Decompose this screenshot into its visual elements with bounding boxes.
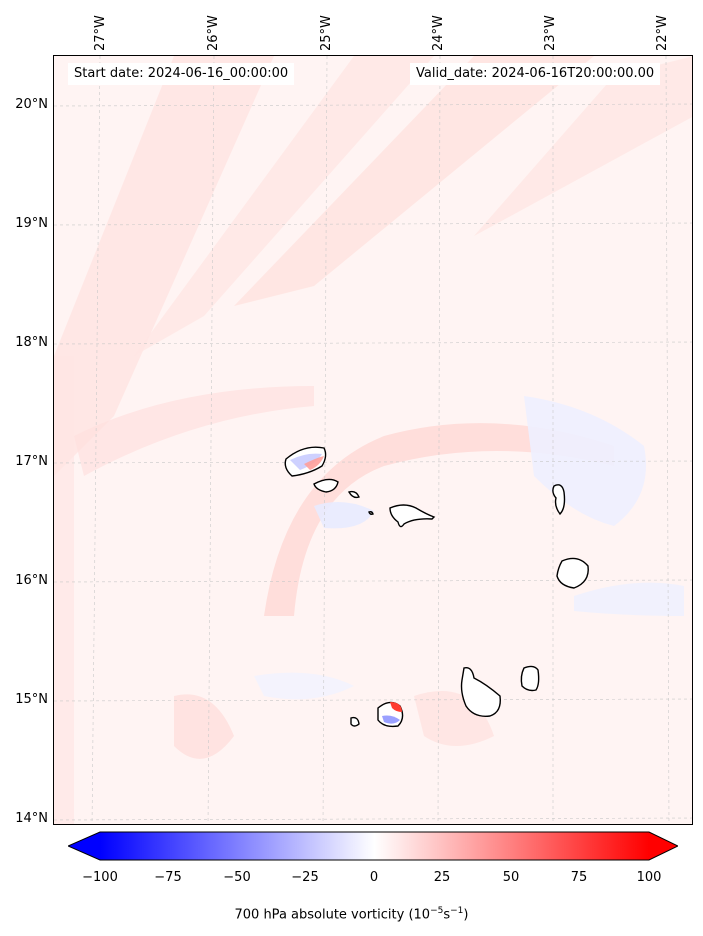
colorbar	[66, 830, 680, 868]
island-dipole-negative	[382, 715, 400, 724]
lon-label: 22°W	[655, 15, 670, 51]
colorbar-max-extend	[649, 832, 678, 860]
map-field	[54, 56, 692, 824]
start-date-label: Start date: 2024-06-16_00:00:00	[68, 63, 295, 85]
vorticity-band	[474, 56, 692, 236]
island-dipole-negative	[290, 453, 322, 470]
colorbar-tick: −25	[291, 870, 319, 885]
colorbar-label: 700 hPa absolute vorticity (10−5s−1)	[0, 906, 703, 922]
lon-label: 26°W	[206, 15, 221, 51]
lon-label: 27°W	[93, 15, 108, 51]
colorbar-tick: 25	[433, 870, 451, 885]
island-boa-vista	[556, 557, 589, 589]
lat-label: 16°N	[15, 573, 48, 588]
vorticity-band	[54, 356, 74, 824]
lat-label: 19°N	[15, 216, 48, 231]
colorbar-label-exp: −1	[450, 906, 464, 916]
island-sao-vicente	[313, 478, 339, 493]
island-maio	[520, 665, 540, 692]
vorticity-arc	[264, 423, 614, 616]
colorbar-tick: 0	[369, 870, 379, 885]
negative-vorticity-area	[574, 582, 684, 616]
vorticity-band	[134, 56, 434, 356]
negative-vorticity-area	[254, 672, 354, 700]
graticule	[54, 56, 692, 824]
valid-date-label: Valid_date: 2024-06-16T20:00:00.00	[410, 63, 661, 85]
vorticity-band	[234, 56, 594, 306]
lon-label: 23°W	[543, 15, 558, 51]
colorbar-min-extend	[68, 832, 100, 860]
lat-label: 18°N	[15, 335, 48, 350]
colorbar-tick: 50	[502, 870, 520, 885]
lat-label: 15°N	[15, 692, 48, 707]
colorbar-gradient	[100, 832, 649, 860]
colorbar-label-exp: −5	[430, 906, 444, 916]
island-santiago	[460, 667, 501, 717]
island-sao-nicolau	[389, 504, 436, 528]
lon-label: 24°W	[431, 15, 446, 51]
colorbar-tick: 75	[570, 870, 588, 885]
colorbar-tick: −50	[223, 870, 251, 885]
lat-label: 17°N	[15, 454, 48, 469]
vorticity-map	[53, 55, 693, 825]
colorbar-label-unit: s	[443, 907, 451, 923]
lon-label: 25°W	[319, 15, 334, 51]
colorbar-tick: −100	[82, 870, 118, 885]
island-dipole-positive	[390, 702, 402, 712]
colorbar-tick: −75	[154, 870, 182, 885]
island-dipole-positive	[304, 456, 324, 470]
island-brava	[350, 716, 360, 727]
colorbar-label-prefix: 700 hPa absolute vorticity (10	[234, 907, 431, 923]
colorbar-label-suffix: )	[463, 907, 469, 923]
island-santa-luzia	[347, 490, 360, 499]
colorbar-graphic	[66, 831, 680, 861]
negative-vorticity-area	[314, 502, 374, 529]
island-sal	[552, 484, 566, 516]
positive-vorticity-area	[174, 694, 234, 759]
lat-label: 14°N	[15, 811, 48, 826]
colorbar-tick: 100	[636, 870, 662, 885]
lat-label: 20°N	[15, 97, 48, 112]
vorticity-band	[54, 56, 274, 476]
island-islet	[368, 511, 374, 515]
vorticity-band	[74, 386, 314, 476]
